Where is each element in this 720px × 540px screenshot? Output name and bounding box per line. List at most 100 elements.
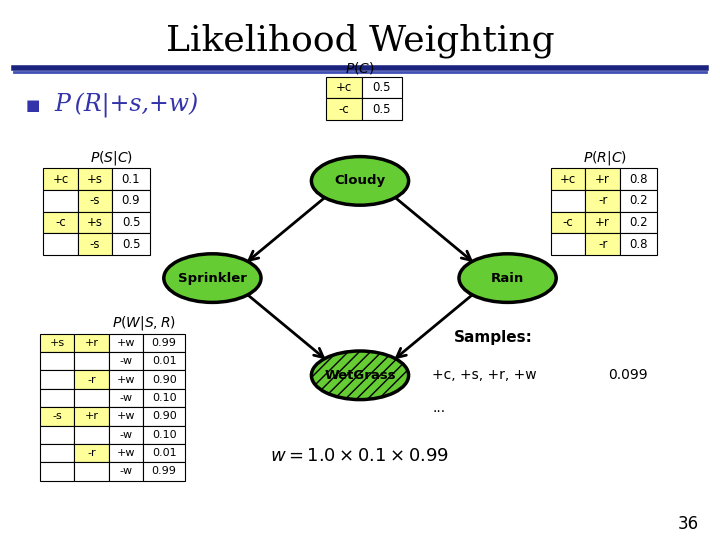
Bar [143,444,185,462]
Text: $P(S|C)$: $P(S|C)$ [90,150,133,167]
Text: -r: -r [87,448,96,458]
Text: -c: -c [563,216,573,229]
Text: Cloudy: Cloudy [334,174,386,187]
Bar [40,389,74,407]
Text: 0.10: 0.10 [152,430,176,440]
Bar [109,426,143,444]
Bar [362,77,402,98]
Text: 36: 36 [678,515,698,533]
Bar [112,212,150,233]
Bar [109,462,143,481]
Bar [74,370,109,389]
Bar [143,426,185,444]
Bar [40,407,74,426]
Text: -r: -r [598,238,608,251]
Bar [109,444,143,462]
Text: 0.90: 0.90 [152,411,176,421]
Text: 0.01: 0.01 [152,448,176,458]
Text: ...: ... [432,401,445,415]
Bar [40,334,74,352]
Bar [109,352,143,370]
Text: $w = 1.0\times0.1\times0.99$: $w = 1.0\times0.1\times0.99$ [271,447,449,465]
Ellipse shape [163,254,261,302]
Bar [620,212,657,233]
Text: +c: +c [336,81,352,94]
Bar [551,212,585,233]
Bar [585,168,620,190]
Ellipse shape [459,254,556,302]
Bar [585,212,620,233]
Text: +r: +r [595,173,610,186]
Bar [78,190,112,212]
Bar [43,233,78,255]
Bar [109,389,143,407]
Text: -r: -r [598,194,608,207]
Bar [74,444,109,462]
Bar [585,190,620,212]
Text: -r: -r [87,375,96,384]
Text: Rain: Rain [491,272,524,285]
Text: 0.5: 0.5 [122,216,140,229]
Text: -w: -w [120,356,132,366]
Bar [109,334,143,352]
Bar [143,389,185,407]
Bar [620,233,657,255]
Text: 0.99: 0.99 [152,467,176,476]
Bar [40,370,74,389]
Bar [362,98,402,120]
Bar [551,233,585,255]
Text: 0.2: 0.2 [629,194,648,207]
Text: +w: +w [117,338,135,348]
Text: 0.5: 0.5 [373,103,391,116]
Text: +c: +c [53,173,68,186]
Text: +w: +w [117,448,135,458]
Bar [78,233,112,255]
Bar [620,190,657,212]
Text: -s: -s [90,238,100,251]
Text: +c, +s, +r, +w: +c, +s, +r, +w [432,368,536,382]
Bar [326,77,362,98]
Bar [78,168,112,190]
Text: -w: -w [120,467,132,476]
Bar [40,462,74,481]
Text: +r: +r [84,411,99,421]
Bar [109,407,143,426]
Bar [112,190,150,212]
Text: 0.1: 0.1 [122,173,140,186]
Text: 0.99: 0.99 [152,338,176,348]
Bar [74,462,109,481]
Text: -c: -c [55,216,66,229]
Text: WetGrass: WetGrass [324,369,396,382]
Bar [74,426,109,444]
Bar [326,98,362,120]
Bar [112,233,150,255]
Bar [78,212,112,233]
Text: 0.5: 0.5 [373,81,391,94]
Text: +r: +r [595,216,610,229]
Bar [143,462,185,481]
Text: 0.8: 0.8 [629,173,648,186]
Bar [74,407,109,426]
Bar [43,190,78,212]
Text: $P(R|C)$: $P(R|C)$ [582,150,627,167]
Bar [74,352,109,370]
Text: -w: -w [120,393,132,403]
Text: $P(W|S,R)$: $P(W|S,R)$ [112,314,176,332]
Text: +s: +s [87,173,103,186]
Text: $P(C)$: $P(C)$ [345,59,375,76]
Bar [74,389,109,407]
Text: -w: -w [120,430,132,440]
Text: Likelihood Weighting: Likelihood Weighting [166,23,554,58]
Bar [143,352,185,370]
Text: +w: +w [117,375,135,384]
Text: 0.01: 0.01 [152,356,176,366]
Text: -c: -c [339,103,349,116]
Text: Samples:: Samples: [454,330,533,345]
Text: 0.2: 0.2 [629,216,648,229]
Bar [143,370,185,389]
Bar [143,334,185,352]
Bar [40,426,74,444]
Bar [109,370,143,389]
Text: -s: -s [52,411,62,421]
Bar [620,168,657,190]
